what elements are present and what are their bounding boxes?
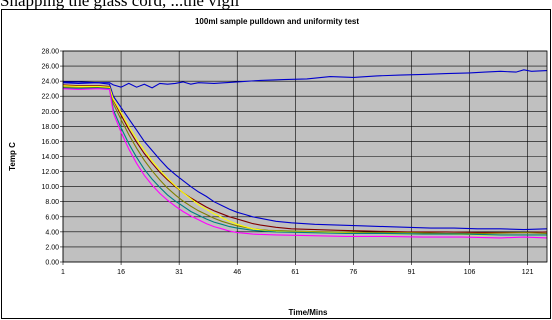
series-lines [62, 69, 548, 239]
x-tick-label: 31 [175, 269, 183, 276]
y-tick-label: 24.00 [41, 79, 59, 86]
series-line-6 [62, 87, 547, 236]
chart-title: 100ml sample pulldown and uniformity tes… [195, 17, 359, 26]
y-tick-label: 0.00 [45, 260, 59, 267]
x-tick-label: 91 [408, 269, 416, 276]
y-tick-label: 8.00 [45, 199, 59, 206]
line-chart: 100ml sample pulldown and uniformity tes… [8, 17, 548, 317]
y-tick-label: 18.00 [41, 124, 59, 131]
y-tick-label: 14.00 [41, 154, 59, 161]
series-line-3 [62, 84, 548, 234]
x-tick-label: 1 [61, 269, 65, 276]
y-tick-label: 2.00 [45, 244, 59, 251]
y-tick-label: 26.00 [41, 64, 59, 71]
x-tick-label: 106 [464, 269, 476, 276]
x-axis-label: Time/Mins [289, 308, 329, 317]
y-axis-ticks: 0.00 2.00 4.00 6.00 8.00 10.00 12.00 14.00 16.00… [41, 49, 63, 267]
y-tick-label: 22.00 [41, 94, 59, 101]
y-tick-label: 12.00 [41, 169, 59, 176]
y-tick-label: 20.00 [41, 109, 59, 116]
y-tick-label: 4.00 [45, 229, 59, 236]
x-tick-label: 121 [522, 269, 534, 276]
y-tick-label: 6.00 [45, 214, 59, 221]
series-line-2 [62, 82, 548, 231]
x-tick-label: 76 [350, 269, 358, 276]
series-line-4 [63, 86, 548, 234]
x-tick-label: 61 [291, 269, 299, 276]
y-tick-label: 10.00 [41, 184, 59, 191]
series-line-1 [63, 69, 548, 89]
x-axis-ticks: 1 16 31 46 61 76 91 106 121 [61, 262, 534, 276]
series-line-7 [62, 88, 548, 239]
y-tick-label: 16.00 [41, 139, 59, 146]
x-tick-label: 46 [233, 269, 241, 276]
x-tick-label: 16 [117, 269, 125, 276]
document-text-line: Snapping the glass cord, ...the vigil [0, 0, 240, 10]
chart-frame: 100ml sample pulldown and uniformity tes… [1, 9, 551, 319]
plot-border [62, 50, 548, 263]
y-axis-label: Temp C [8, 142, 17, 171]
y-tick-label: 28.00 [41, 49, 59, 56]
